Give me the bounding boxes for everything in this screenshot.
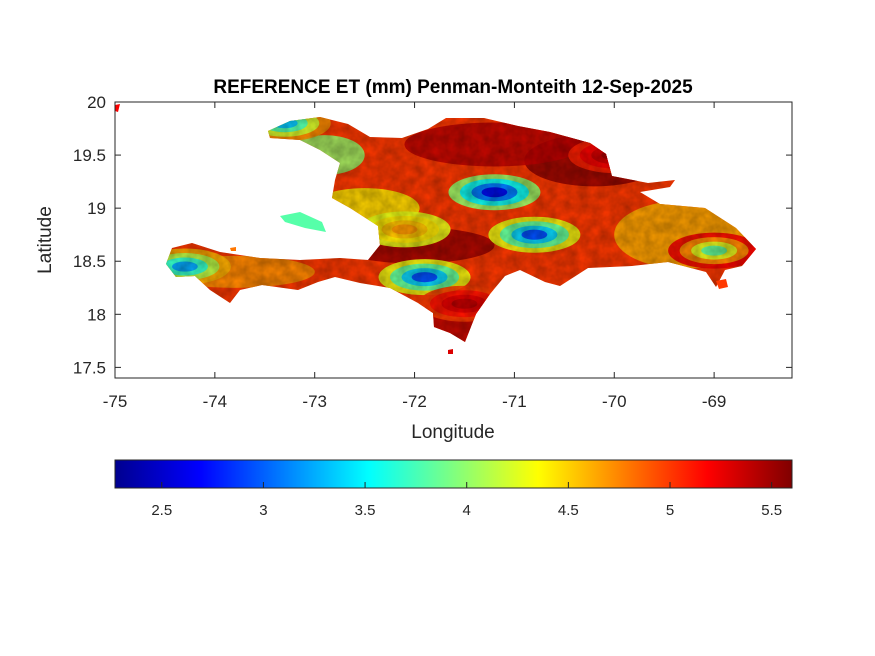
colorbar-tick-label: 5.5	[761, 502, 782, 519]
x-tick-label: -72	[402, 392, 427, 411]
chart-title: REFERENCE ET (mm) Penman-Monteith 12-Sep…	[213, 77, 693, 98]
x-axis-label: Longitude	[411, 422, 494, 443]
colorbar-ticks: 2.5 3 3.5 4 4.5 5 5.5	[151, 482, 782, 519]
x-tick-label: -75	[103, 392, 128, 411]
x-tick-label: -73	[302, 392, 327, 411]
x-tick-label: -71	[502, 392, 527, 411]
small-islands	[115, 104, 728, 354]
y-tick-label: 18	[87, 305, 106, 324]
plot-frame	[114, 101, 793, 379]
small-island	[115, 104, 120, 112]
small-island	[716, 279, 728, 289]
colorbar	[114, 459, 793, 489]
colorbar-tick-label: 3	[259, 502, 267, 519]
x-axis: -75 -74 -73 -72 -71 -70 -69	[103, 102, 727, 411]
y-axis-label: Latitude	[35, 206, 56, 274]
y-tick-label: 19	[87, 199, 106, 218]
colorbar-tick-label: 5	[666, 502, 674, 519]
y-tick-label: 18.5	[73, 252, 106, 271]
colorbar-tick-label: 4.5	[558, 502, 579, 519]
small-island	[280, 212, 326, 232]
y-tick-label: 19.5	[73, 146, 106, 165]
small-island	[230, 247, 236, 251]
x-tick-label: -74	[203, 392, 228, 411]
y-tick-label: 17.5	[73, 358, 106, 377]
x-tick-label: -70	[602, 392, 627, 411]
colorbar-tick-label: 3.5	[355, 502, 376, 519]
y-tick-label: 20	[87, 93, 106, 112]
x-tick-label: -69	[702, 392, 727, 411]
y-axis: 20 19.5 19 18.5 18 17.5	[73, 93, 792, 377]
small-island	[448, 349, 453, 354]
colorbar-tick-label: 2.5	[151, 502, 172, 519]
colorbar-tick-label: 4	[463, 502, 471, 519]
